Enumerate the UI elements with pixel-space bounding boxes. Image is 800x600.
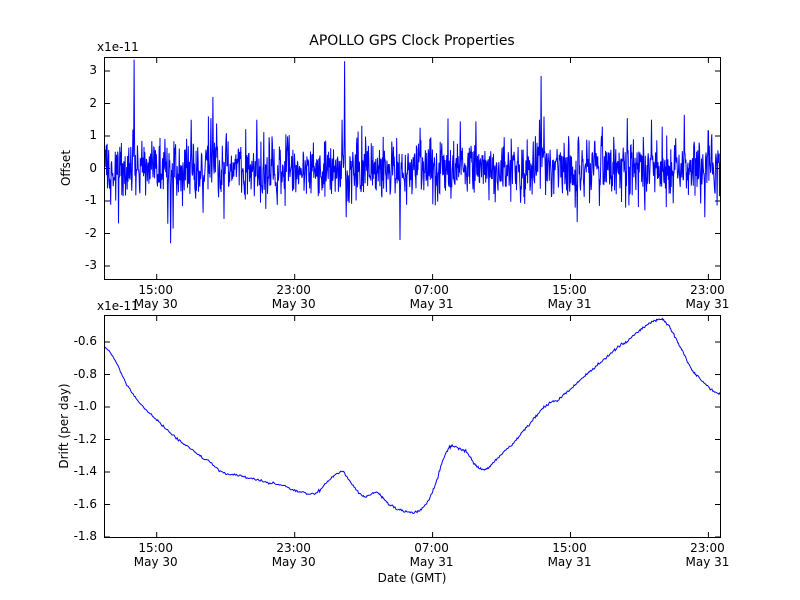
x-tick-time-label: 23:00 <box>690 541 725 555</box>
offset-scale-label-top: x1e-11 <box>97 40 139 54</box>
y-tick-label: -1.4 <box>73 464 97 478</box>
y-tick-label: -2 <box>85 225 97 240</box>
y-tick-label: -1 <box>85 193 97 207</box>
x-tick-date-label: May 31 <box>547 297 592 311</box>
y-tick-label: -0.8 <box>73 366 97 381</box>
y-tick-label: 0 <box>89 160 97 175</box>
x-tick-date-label: May 31 <box>409 555 454 569</box>
offset-scale-label-bottom: x1e-11 <box>97 299 139 313</box>
x-axis-label: Date (GMT) <box>377 571 447 585</box>
y-tick-label: -1.0 <box>73 399 97 413</box>
y-tick-label: 3 <box>89 63 97 77</box>
x-tick-time-label: 15:00 <box>138 283 174 297</box>
x-tick-date-label: May 30 <box>271 297 316 311</box>
gps-clock-offset-line <box>105 59 720 244</box>
y-tick-label: -0.6 <box>73 334 97 348</box>
chart-title: APOLLO GPS Clock Properties <box>309 33 515 49</box>
offset-plot-svg <box>105 58 720 279</box>
x-tick-time-label: 15:00 <box>552 541 587 555</box>
drift-plot-area <box>104 315 721 538</box>
x-tick-date-label: May 30 <box>271 555 316 569</box>
y-tick-label: -1.8 <box>73 529 97 543</box>
offset-plot-area <box>104 57 721 280</box>
drift-plot-svg <box>105 316 720 537</box>
gps-clock-drift-line <box>105 317 720 515</box>
x-tick-time-label: 23:00 <box>276 283 311 297</box>
x-tick-time-label: 23:00 <box>276 541 311 555</box>
y-tick-label: -3 <box>85 258 97 272</box>
x-tick-date-label: May 31 <box>685 297 730 311</box>
x-tick-time-label: 15:00 <box>138 541 174 555</box>
x-tick-date-label: May 30 <box>133 555 178 569</box>
x-tick-date-label: May 31 <box>685 555 730 569</box>
y-tick-label: 2 <box>89 95 97 110</box>
x-tick-date-label: May 31 <box>547 555 592 569</box>
y-tick-label: 1 <box>89 128 97 142</box>
y-tick-label: -1.2 <box>73 431 97 446</box>
x-tick-time-label: 07:00 <box>414 283 449 297</box>
y-tick-label: -1.6 <box>73 496 97 511</box>
x-tick-date-label: May 30 <box>133 297 178 311</box>
x-tick-time-label: 07:00 <box>414 541 449 555</box>
x-tick-time-label: 23:00 <box>690 283 725 297</box>
x-tick-date-label: May 31 <box>409 297 454 311</box>
x-tick-time-label: 15:00 <box>552 283 587 297</box>
y-axis-label-drift: Drift (per day) <box>57 383 71 469</box>
